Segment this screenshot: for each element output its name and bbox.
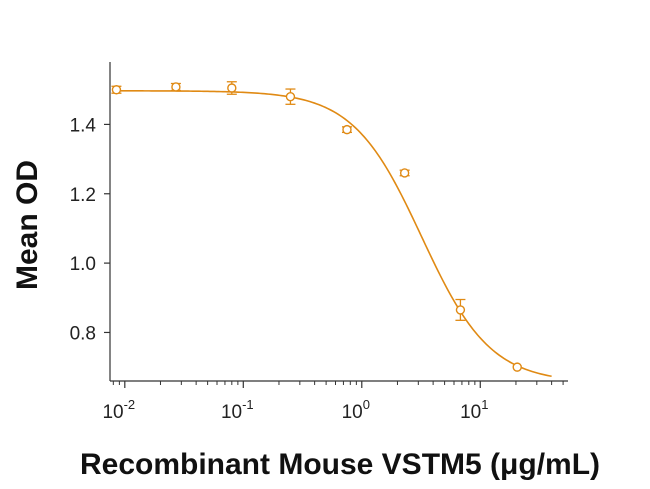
data-point xyxy=(512,362,522,372)
fit-curve xyxy=(116,90,552,378)
fit-curve-layer xyxy=(116,90,552,378)
x-tick-label: 10-2 xyxy=(102,397,135,423)
data-point xyxy=(455,305,466,315)
y-tick-label: 1.4 xyxy=(70,115,97,136)
y-tick-label: 1.2 xyxy=(70,185,96,206)
data-point xyxy=(285,91,296,102)
x-tick-label: 100 xyxy=(342,397,370,423)
data-points-layer xyxy=(111,81,522,372)
x-tick-label: 10-1 xyxy=(221,397,254,423)
tick-labels: 0.8 1.0 1.2 1.4 10-2 10-1 100 101 xyxy=(70,115,489,423)
data-point xyxy=(171,82,181,92)
x-axis-title: Recombinant Mouse VSTM5 (μg/mL) xyxy=(80,448,600,481)
data-point xyxy=(342,124,352,135)
data-point xyxy=(111,85,122,95)
y-tick-label: 1.0 xyxy=(70,254,96,275)
y-tick-label: 0.8 xyxy=(70,323,96,344)
data-point xyxy=(227,83,237,93)
data-point xyxy=(399,168,410,178)
axes xyxy=(104,62,568,388)
y-axis-title: Mean OD xyxy=(11,160,44,290)
x-tick-label: 101 xyxy=(460,397,488,423)
